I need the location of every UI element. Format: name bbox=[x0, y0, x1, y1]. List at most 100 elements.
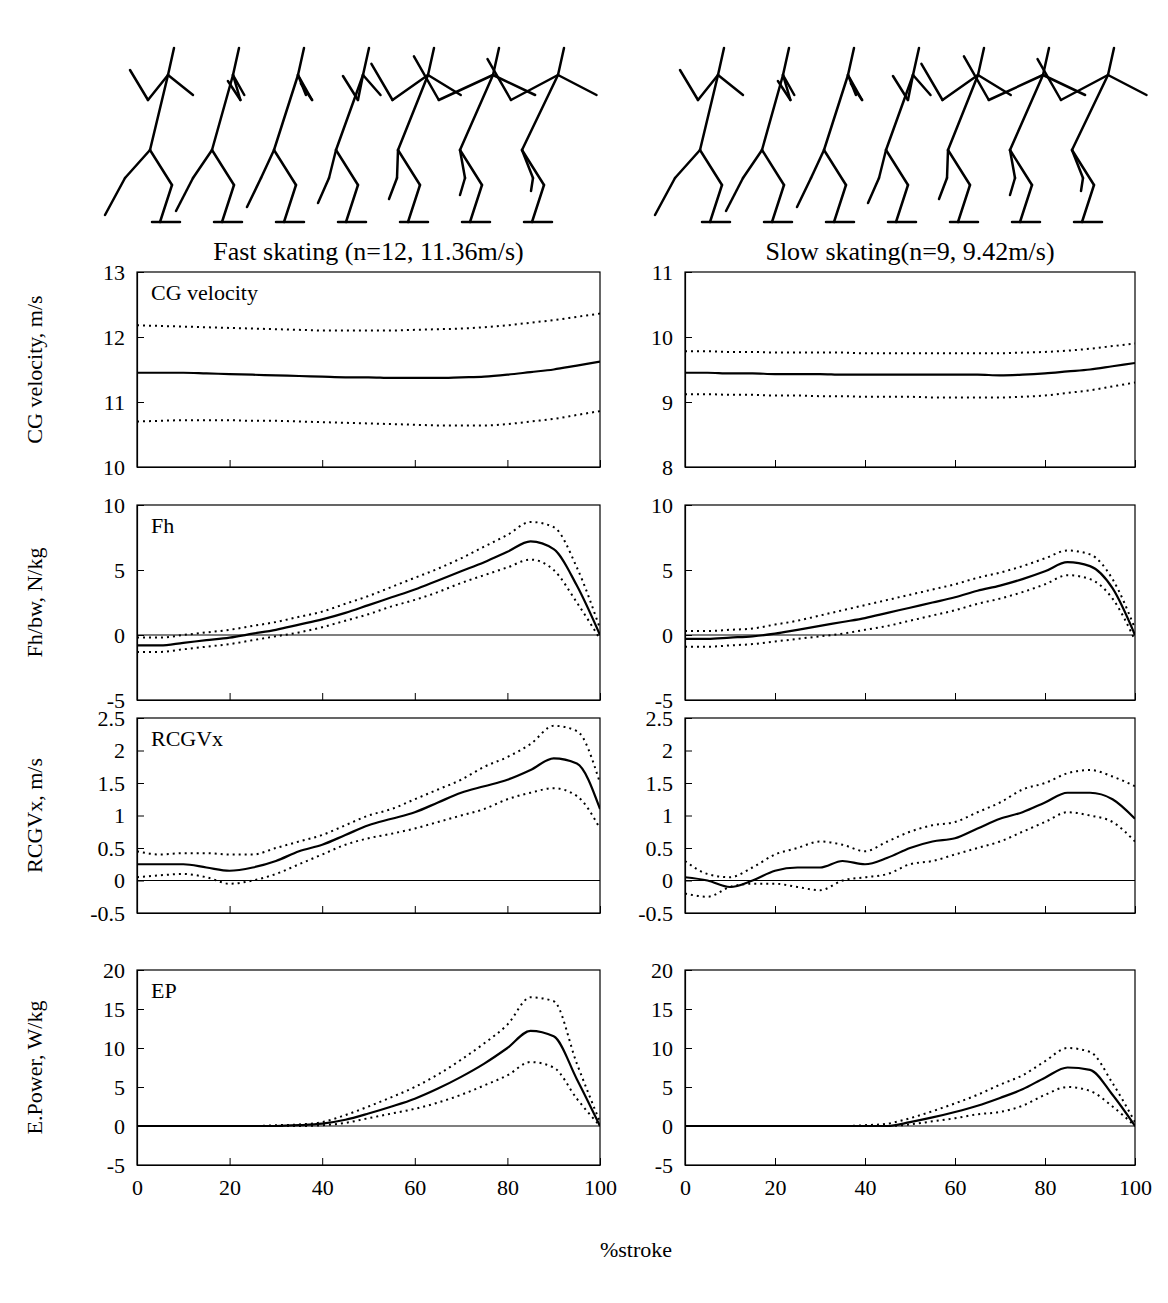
panel-label: CG velocity bbox=[151, 280, 258, 305]
limb bbox=[193, 150, 212, 178]
stick-figure bbox=[105, 48, 193, 222]
tick-label: 10 bbox=[103, 493, 125, 518]
x-tick bbox=[507, 460, 508, 467]
tick-mark bbox=[137, 906, 138, 913]
y-tick: 1 bbox=[662, 803, 692, 828]
limb bbox=[702, 221, 730, 224]
x-axis: 020406080100 bbox=[132, 1158, 617, 1200]
tick-label: 8 bbox=[662, 455, 673, 480]
plot-frame bbox=[137, 970, 600, 1165]
limb bbox=[274, 75, 298, 150]
plot-area bbox=[685, 344, 1135, 398]
limb bbox=[408, 185, 420, 222]
axis-line bbox=[137, 506, 138, 701]
tick-label: 2.5 bbox=[646, 706, 674, 731]
tick-mark bbox=[685, 505, 692, 506]
x-tick bbox=[1135, 693, 1136, 700]
x-tick: 80 bbox=[1035, 1158, 1057, 1200]
limb bbox=[397, 150, 398, 178]
x-tick: 80 bbox=[497, 1158, 519, 1200]
series-line bbox=[685, 344, 1135, 354]
limb bbox=[329, 150, 336, 178]
x-tick: 100 bbox=[1119, 1158, 1152, 1200]
limb bbox=[298, 75, 306, 95]
x-tick bbox=[685, 460, 686, 467]
limb bbox=[1072, 75, 1108, 150]
tick-label: 13 bbox=[103, 260, 125, 285]
tick-mark bbox=[137, 751, 144, 752]
y-tick: 2.5 bbox=[646, 706, 693, 731]
limb bbox=[1081, 178, 1083, 191]
tick-mark bbox=[775, 1158, 776, 1165]
tick-label: -5 bbox=[107, 1153, 125, 1178]
series-line bbox=[137, 541, 600, 645]
limb bbox=[522, 75, 558, 150]
tick-mark bbox=[137, 848, 144, 849]
limb bbox=[400, 221, 428, 224]
zero-line bbox=[137, 880, 600, 881]
limb bbox=[811, 150, 824, 178]
tick-mark bbox=[137, 970, 144, 971]
tick-mark bbox=[685, 718, 692, 719]
y-tick: 10 bbox=[651, 493, 692, 518]
limb bbox=[772, 185, 784, 222]
stick-figure bbox=[726, 48, 794, 222]
tick-mark bbox=[322, 906, 323, 913]
y-tick: 1.5 bbox=[98, 771, 145, 796]
limb bbox=[363, 75, 381, 95]
x-tick: 40 bbox=[855, 1158, 877, 1200]
limb bbox=[276, 221, 304, 224]
x-tick bbox=[507, 906, 508, 913]
plot-frame bbox=[685, 970, 1135, 1165]
tick-mark bbox=[1045, 460, 1046, 467]
axis-line bbox=[138, 913, 601, 914]
limb bbox=[338, 221, 366, 224]
plot-area bbox=[685, 1048, 1135, 1126]
tick-mark bbox=[137, 505, 144, 506]
panel: -50510Fh bbox=[103, 493, 601, 713]
plot-frame bbox=[685, 272, 1135, 467]
limb bbox=[989, 75, 1043, 100]
tick-label: -0.5 bbox=[638, 901, 673, 926]
tick-label: 0.5 bbox=[646, 836, 674, 861]
limb bbox=[888, 221, 916, 224]
y-tick: 0 bbox=[114, 1114, 144, 1139]
y-tick: 0.5 bbox=[646, 836, 693, 861]
limb bbox=[764, 221, 792, 224]
series-line bbox=[137, 411, 600, 425]
tick-mark bbox=[685, 848, 692, 849]
limb bbox=[105, 178, 125, 215]
limb bbox=[1074, 221, 1102, 224]
tick-mark bbox=[137, 881, 144, 882]
limb bbox=[343, 76, 358, 100]
limb bbox=[886, 150, 908, 185]
tick-mark bbox=[322, 693, 323, 700]
y-tick: 0 bbox=[662, 623, 692, 648]
panel: -50510 bbox=[651, 493, 1136, 713]
x-tick: 100 bbox=[584, 1158, 617, 1200]
plot-area bbox=[685, 770, 1135, 897]
limb bbox=[532, 185, 544, 222]
limb bbox=[318, 178, 329, 203]
plot-area bbox=[137, 997, 600, 1126]
y-tick: 12 bbox=[103, 325, 144, 350]
y-tick: 0 bbox=[114, 868, 144, 893]
limb bbox=[363, 48, 369, 75]
x-tick bbox=[865, 906, 866, 913]
limb bbox=[834, 185, 846, 222]
x-tick bbox=[230, 460, 231, 467]
limb bbox=[824, 150, 846, 185]
y-axis: -50510 bbox=[103, 493, 144, 713]
y-tick: 5 bbox=[662, 558, 692, 583]
y-tick: 0 bbox=[114, 623, 144, 648]
tick-mark bbox=[685, 635, 692, 636]
tick-label: 1 bbox=[114, 803, 125, 828]
x-tick bbox=[865, 460, 866, 467]
tick-label: 0 bbox=[662, 623, 673, 648]
x-tick: 60 bbox=[945, 1158, 967, 1200]
tick-mark bbox=[775, 693, 776, 700]
tick-label: 2 bbox=[114, 738, 125, 763]
limb bbox=[222, 185, 234, 222]
tick-label: 40 bbox=[312, 1175, 334, 1200]
limb bbox=[1108, 75, 1147, 95]
